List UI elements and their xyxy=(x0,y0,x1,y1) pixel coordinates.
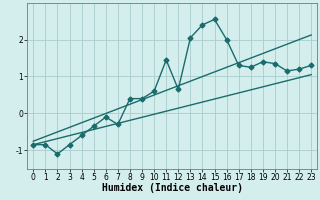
X-axis label: Humidex (Indice chaleur): Humidex (Indice chaleur) xyxy=(102,183,243,193)
